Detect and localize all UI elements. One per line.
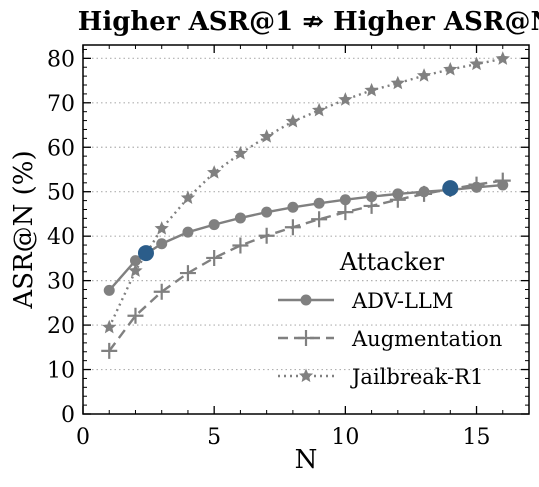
highlight-point xyxy=(442,180,459,197)
series-point-2 xyxy=(102,319,117,334)
y-tick-label: 40 xyxy=(47,225,75,250)
legend-label-2: Jailbreak-R1 xyxy=(350,365,483,389)
y-tick-label: 70 xyxy=(47,92,75,117)
x-axis-label: N xyxy=(295,445,318,475)
series-point-0 xyxy=(287,201,299,213)
legend-marker-0 xyxy=(300,294,312,306)
series-point-0 xyxy=(261,206,273,218)
series-point-2 xyxy=(180,190,196,204)
series-point-0 xyxy=(129,255,141,267)
series-point-2 xyxy=(128,263,143,277)
series-point-1 xyxy=(284,219,301,236)
series-point-1 xyxy=(153,283,170,300)
y-tick-label: 30 xyxy=(47,270,75,295)
series-point-0 xyxy=(208,219,220,231)
y-tick-label: 50 xyxy=(47,181,75,206)
x-tick-label: 10 xyxy=(331,425,359,450)
series-point-1 xyxy=(494,172,511,189)
series-point-0 xyxy=(339,194,351,206)
series-point-0 xyxy=(234,212,246,224)
legend-title: Attacker xyxy=(339,248,445,276)
y-tick-label: 0 xyxy=(61,403,75,428)
series-point-0 xyxy=(103,284,115,296)
series-point-1 xyxy=(389,191,406,208)
series-point-2 xyxy=(338,92,353,106)
series-point-1 xyxy=(101,342,118,359)
series-point-1 xyxy=(416,185,433,202)
legend-marker-1 xyxy=(298,330,314,346)
x-tick-label: 5 xyxy=(207,425,221,450)
series-point-1 xyxy=(311,211,328,228)
series-point-2 xyxy=(154,221,169,235)
highlight-point xyxy=(137,245,154,262)
series-point-2 xyxy=(443,61,458,76)
y-tick-label: 10 xyxy=(47,359,75,384)
series-point-0 xyxy=(156,238,168,250)
series-point-1 xyxy=(179,265,196,282)
series-point-2 xyxy=(416,68,432,82)
y-tick-label: 60 xyxy=(47,136,75,161)
x-tick-label: 15 xyxy=(463,425,491,450)
series-point-2 xyxy=(285,113,301,128)
y-axis-label: ASR@N (%) xyxy=(9,150,39,309)
series-point-0 xyxy=(182,226,194,238)
series-point-2 xyxy=(311,102,327,117)
series-point-0 xyxy=(313,197,325,209)
series-point-0 xyxy=(366,191,378,203)
series-point-1 xyxy=(363,197,380,214)
y-tick-label: 80 xyxy=(47,47,75,72)
series-point-2 xyxy=(495,51,510,65)
x-tick-label: 0 xyxy=(76,425,90,450)
series-point-1 xyxy=(127,307,144,324)
series-point-1 xyxy=(206,249,223,266)
series-point-1 xyxy=(337,204,354,221)
series-point-2 xyxy=(469,56,484,71)
series-point-2 xyxy=(207,165,222,179)
series-line-1 xyxy=(108,179,503,352)
legend-marker-2 xyxy=(298,368,314,383)
series-point-2 xyxy=(364,82,379,97)
y-tick-label: 20 xyxy=(47,314,75,339)
plot-frame xyxy=(82,44,530,415)
series-point-1 xyxy=(258,227,275,244)
legend-label-1: Augmentation xyxy=(351,327,502,351)
series-point-1 xyxy=(468,176,485,193)
chart-title: Higher ASR@1 ⇏ Higher ASR@N xyxy=(78,7,539,37)
series-point-2 xyxy=(233,145,248,160)
series-point-2 xyxy=(390,75,405,90)
series-line-2 xyxy=(108,57,503,328)
legend-label-0: ADV-LLM xyxy=(351,289,453,313)
series-point-1 xyxy=(232,237,249,254)
series-point-2 xyxy=(259,129,274,143)
